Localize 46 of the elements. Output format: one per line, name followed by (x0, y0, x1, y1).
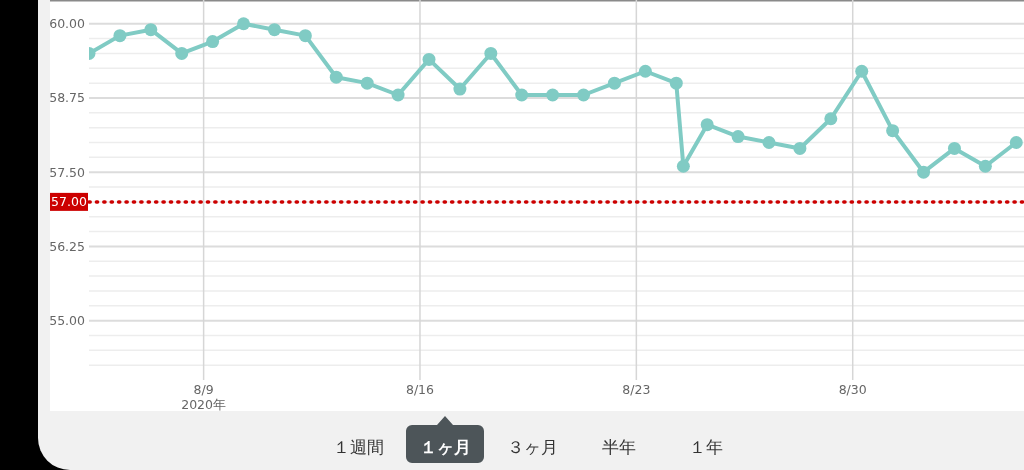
point (1009, 136, 1023, 149)
y-tick-label: 57.50 (49, 164, 86, 180)
point (855, 64, 869, 78)
point (484, 46, 498, 60)
point (638, 64, 652, 78)
point (886, 124, 900, 138)
point (917, 165, 931, 179)
point (206, 35, 220, 49)
point (360, 76, 374, 90)
point (237, 17, 251, 31)
text: １ヶ月 (419, 437, 471, 457)
point (298, 29, 312, 43)
point (391, 88, 405, 102)
point (607, 76, 621, 90)
point (113, 29, 127, 43)
x-tick-label: 8/23 (622, 382, 651, 397)
point (676, 159, 690, 173)
x-tick-label: 8/9 2020年 (181, 382, 227, 412)
point (947, 141, 961, 155)
text: ３ヶ月 (506, 437, 558, 457)
point (546, 88, 560, 102)
text: 半年 (602, 437, 636, 457)
point (824, 112, 838, 126)
text: １週間 (332, 437, 384, 457)
point (669, 76, 683, 90)
point (267, 23, 281, 37)
text: １年 (689, 437, 723, 457)
point (731, 130, 745, 144)
point (422, 52, 436, 66)
x-tick-label: 8/30 (838, 382, 867, 397)
point (175, 46, 189, 60)
x-tick-label: 8/16 (405, 382, 435, 397)
point (515, 88, 529, 102)
y-tick-label: 58.75 (49, 90, 85, 106)
y-tick-label: 60.00 (49, 16, 86, 32)
point (978, 159, 992, 173)
point (453, 82, 467, 96)
y-tick-label: 55.00 (49, 313, 86, 329)
point (700, 118, 714, 132)
ref-line-label: 57.00 (51, 194, 87, 210)
y-tick-label: 56.25 (49, 238, 85, 254)
point (144, 23, 158, 37)
point (793, 141, 807, 155)
point (762, 136, 776, 149)
point (577, 88, 591, 102)
point (329, 70, 343, 84)
